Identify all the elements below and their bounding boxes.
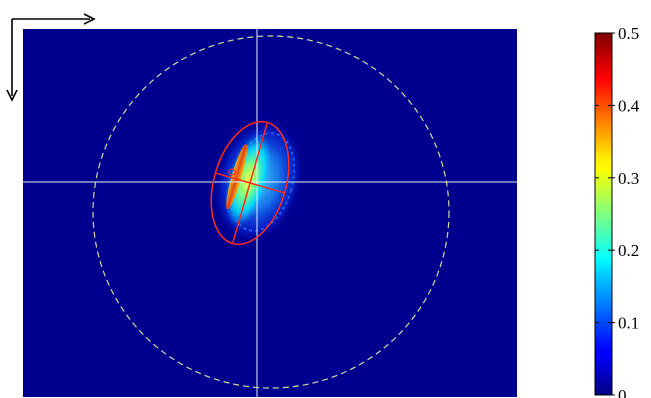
y-arrow-head-icon <box>6 89 18 102</box>
colorbar-gradient <box>594 32 613 396</box>
colorbar-tick-label: 0.1 <box>618 314 639 333</box>
x-arrow-head-icon <box>83 13 96 25</box>
colorbar-ticks: 0 0.1 0.2 0.3 0.4 0.5 <box>595 24 640 398</box>
colorbar-tick-label: 0.4 <box>618 96 640 115</box>
colorbar: 0 0.1 0.2 0.3 0.4 0.5 <box>594 24 640 398</box>
aperture-circle <box>92 35 450 389</box>
beam-peak-crescent <box>226 144 248 210</box>
colorbar-tick-label: 0.5 <box>618 24 639 43</box>
heatmap-plot <box>23 29 517 397</box>
fit-ellipse-group <box>210 120 290 246</box>
beam-core <box>224 133 272 227</box>
fit-ellipse-minor-axis <box>215 172 285 194</box>
colorbar-tick-label: 0.2 <box>618 241 639 260</box>
beam-spot <box>212 118 305 244</box>
colorbar-tick-label: 0 <box>618 386 627 398</box>
colorbar-tick-label: 0.3 <box>618 169 639 188</box>
beam-centroid-marker <box>228 168 236 176</box>
axis-orientation-arrows <box>6 13 96 102</box>
